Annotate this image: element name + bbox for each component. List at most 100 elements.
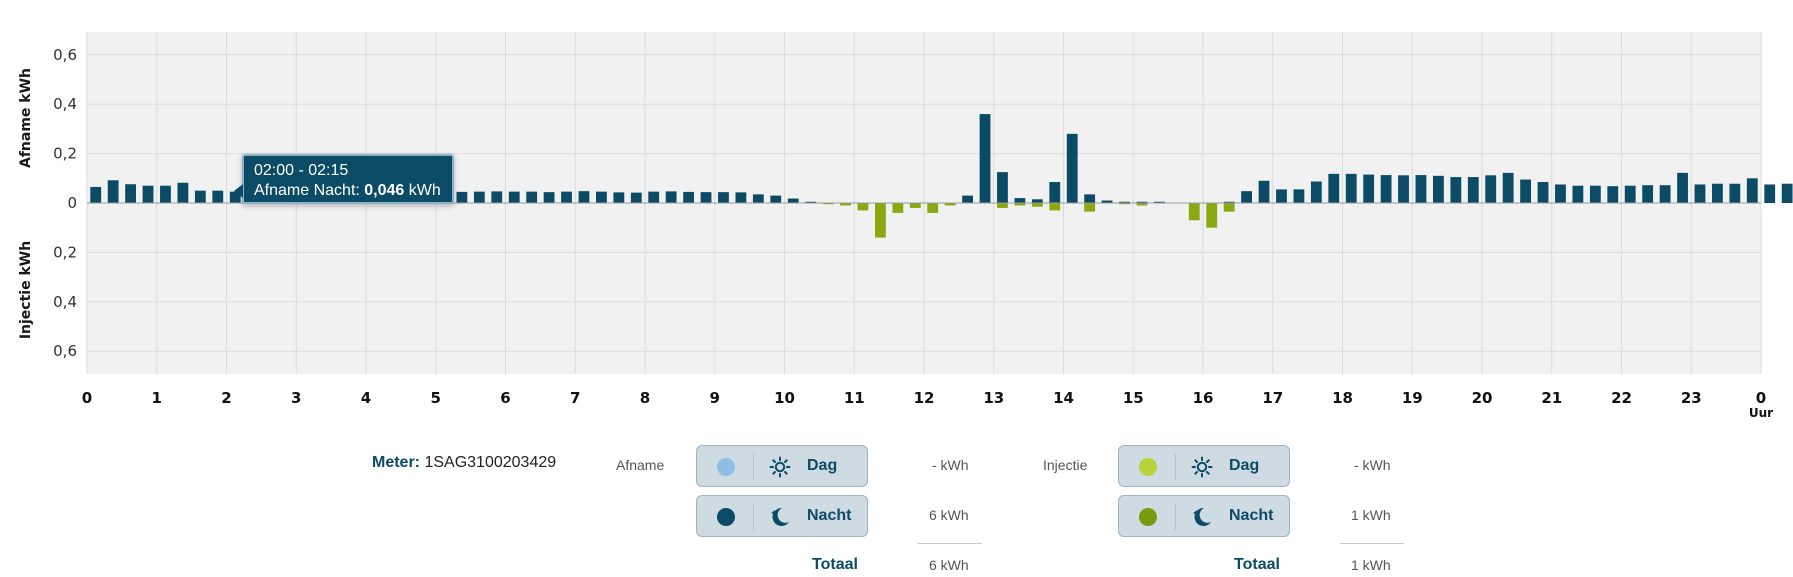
bar-afname[interactable] <box>1084 194 1096 203</box>
bar-afname[interactable] <box>1049 182 1061 203</box>
bar-afname[interactable] <box>1398 175 1409 203</box>
bar-injectie[interactable] <box>822 203 834 205</box>
bar-injectie[interactable] <box>1049 203 1061 211</box>
bar-afname[interactable] <box>1607 186 1619 203</box>
bar-afname[interactable] <box>613 192 625 203</box>
bar-injectie[interactable] <box>1188 203 1200 221</box>
bar-afname[interactable] <box>1310 181 1322 203</box>
bar-injectie[interactable] <box>1223 203 1235 212</box>
bar-afname[interactable] <box>1276 189 1287 203</box>
bar-afname[interactable] <box>648 191 660 203</box>
bar-afname[interactable] <box>1415 175 1427 203</box>
bar-afname[interactable] <box>1223 201 1235 203</box>
afname-dag-toggle[interactable]: Dag <box>696 445 868 487</box>
bar-afname[interactable] <box>1328 173 1340 203</box>
bar-afname[interactable] <box>1258 180 1270 203</box>
bar-afname[interactable] <box>752 194 764 203</box>
bar-afname[interactable] <box>177 182 189 203</box>
x-tick-label: 2 <box>221 389 231 407</box>
bar-afname[interactable] <box>1694 184 1706 203</box>
x-tick-label: 22 <box>1611 389 1632 407</box>
bar-injectie[interactable] <box>857 203 869 211</box>
bar-afname[interactable] <box>1433 175 1444 203</box>
bar-afname[interactable] <box>1154 201 1165 203</box>
bar-afname[interactable] <box>1467 177 1479 203</box>
bar-afname[interactable] <box>1450 177 1462 203</box>
bar-afname[interactable] <box>596 191 607 203</box>
bar-afname[interactable] <box>1031 199 1043 203</box>
bar-afname[interactable] <box>1014 198 1026 203</box>
bar-afname[interactable] <box>1502 172 1514 203</box>
injectie-nacht-toggle[interactable]: Nacht <box>1118 495 1290 537</box>
bar-afname[interactable] <box>160 185 171 203</box>
bar-afname[interactable] <box>683 191 694 203</box>
bar-afname[interactable] <box>1729 183 1741 203</box>
injectie-total-value: 1 kWh <box>1351 557 1391 573</box>
afname-nacht-toggle[interactable]: Nacht <box>696 495 868 537</box>
bar-afname[interactable] <box>1712 183 1723 203</box>
bar-afname[interactable] <box>1659 185 1671 203</box>
bar-afname[interactable] <box>1572 185 1584 203</box>
bar-afname[interactable] <box>1101 200 1113 203</box>
bar-afname[interactable] <box>1241 191 1252 203</box>
bar-afname[interactable] <box>194 190 206 203</box>
bar-afname[interactable] <box>1363 174 1375 203</box>
bar-afname[interactable] <box>90 186 102 203</box>
bar-afname[interactable] <box>1136 201 1148 203</box>
bar-injectie[interactable] <box>840 203 851 206</box>
bar-afname[interactable] <box>142 185 154 203</box>
bar-afname[interactable] <box>630 192 642 203</box>
bar-afname[interactable] <box>1537 182 1549 203</box>
bar-afname[interactable] <box>997 172 1008 203</box>
bar-afname[interactable] <box>770 195 782 203</box>
bar-afname[interactable] <box>1677 172 1688 203</box>
bar-injectie[interactable] <box>1084 203 1096 212</box>
bar-injectie[interactable] <box>1119 203 1130 205</box>
bar-afname[interactable] <box>107 180 119 203</box>
bar-afname[interactable] <box>805 201 817 203</box>
bar-afname[interactable] <box>718 192 729 203</box>
bar-afname[interactable] <box>473 191 485 203</box>
bar-afname[interactable] <box>665 191 677 203</box>
bar-afname[interactable] <box>1624 185 1636 203</box>
bar-injectie[interactable] <box>1136 203 1148 206</box>
bar-afname[interactable] <box>1781 183 1793 203</box>
bar-afname[interactable] <box>1746 178 1758 203</box>
bar-afname[interactable] <box>1589 185 1601 203</box>
injectie-dag-toggle[interactable]: Dag <box>1118 445 1290 487</box>
bar-afname[interactable] <box>1293 189 1305 203</box>
bar-afname[interactable] <box>1764 184 1776 203</box>
bar-injectie[interactable] <box>875 203 886 238</box>
bar-afname[interactable] <box>1555 184 1566 203</box>
bar-afname[interactable] <box>1642 185 1654 203</box>
bar-injectie[interactable] <box>892 203 904 213</box>
bar-afname[interactable] <box>700 192 712 203</box>
x-tick-label: 15 <box>1123 389 1144 407</box>
bar-afname[interactable] <box>212 190 224 203</box>
bar-afname[interactable] <box>1345 173 1357 203</box>
bar-afname[interactable] <box>735 192 747 203</box>
bar-afname[interactable] <box>962 195 973 203</box>
bar-injectie[interactable] <box>909 203 921 208</box>
bar-afname[interactable] <box>526 191 538 203</box>
bar-injectie[interactable] <box>1014 203 1026 206</box>
bar-injectie[interactable] <box>927 203 939 213</box>
bar-afname[interactable] <box>1520 179 1531 203</box>
bar-afname[interactable] <box>125 184 136 203</box>
bar-afname[interactable] <box>1485 175 1497 203</box>
bar-afname[interactable] <box>1380 175 1392 203</box>
bar-afname[interactable] <box>1066 133 1078 203</box>
bar-injectie[interactable] <box>1206 203 1218 228</box>
bar-afname[interactable] <box>508 191 520 203</box>
bar-afname[interactable] <box>543 192 555 203</box>
bar-afname[interactable] <box>1119 201 1130 203</box>
bar-afname[interactable] <box>561 191 572 203</box>
bar-afname[interactable] <box>578 191 590 203</box>
bar-afname[interactable] <box>787 198 799 203</box>
bar-injectie[interactable] <box>1031 203 1043 207</box>
bar-afname[interactable] <box>979 114 991 203</box>
bar-afname[interactable] <box>456 191 468 203</box>
bar-injectie[interactable] <box>944 203 956 206</box>
bar-injectie[interactable] <box>997 203 1008 208</box>
bar-afname[interactable] <box>491 191 503 203</box>
